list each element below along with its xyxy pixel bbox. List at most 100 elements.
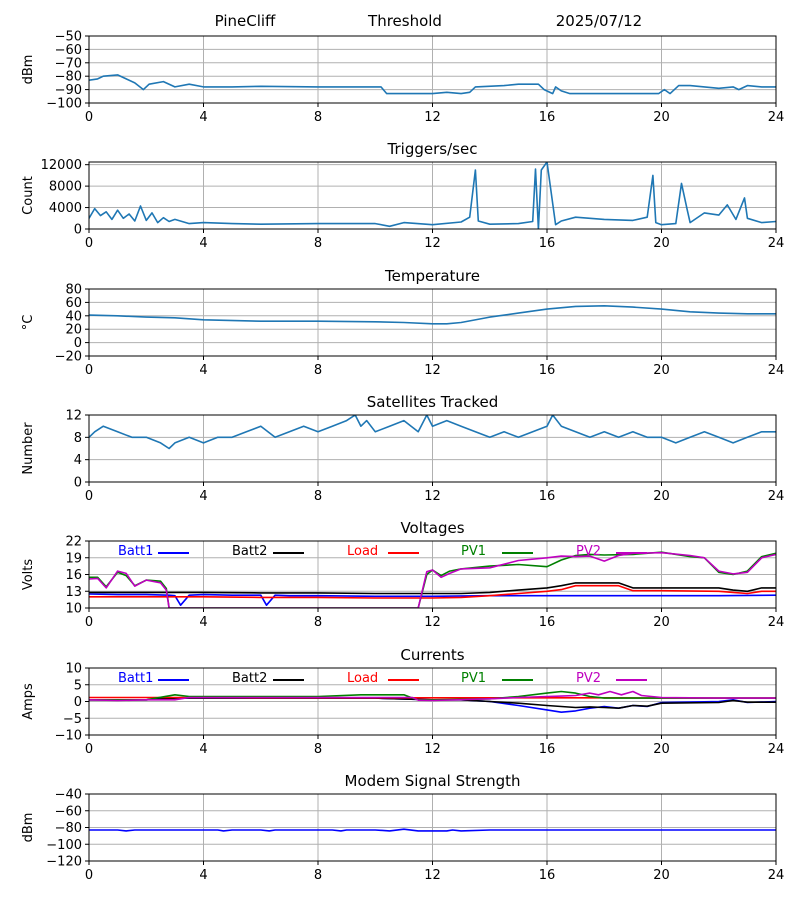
axes-frame bbox=[88, 161, 777, 230]
x-tick-label: 4 bbox=[199, 742, 207, 757]
x-tick-label: 8 bbox=[314, 110, 322, 125]
y-tick-label: 60 bbox=[65, 296, 82, 311]
x-tick-label: 0 bbox=[85, 236, 93, 251]
y-tick-label: −60 bbox=[55, 804, 82, 819]
x-tick-label: 20 bbox=[653, 363, 670, 378]
plot-area bbox=[89, 551, 776, 608]
legend-label-pv2: PV2 bbox=[576, 671, 601, 686]
y-tick-label: 10 bbox=[65, 662, 82, 677]
x-tick-label: 12 bbox=[424, 236, 441, 251]
x-tick-label: 0 bbox=[85, 363, 93, 378]
legend-label-pv1: PV1 bbox=[461, 671, 486, 686]
x-tick-label: 8 bbox=[314, 236, 322, 251]
legend-label-pv2: PV2 bbox=[576, 544, 601, 559]
chart-title: Modem Signal Strength bbox=[345, 772, 521, 790]
y-tick-label: 8 bbox=[74, 431, 82, 446]
y-tick-label: −120 bbox=[46, 855, 82, 870]
y-tick-label: 5 bbox=[74, 678, 82, 693]
x-tick-label: 16 bbox=[539, 742, 556, 757]
y-tick-label: −70 bbox=[55, 56, 82, 71]
y-axis-label: Volts bbox=[21, 559, 36, 591]
y-tick-label: 13 bbox=[65, 585, 82, 600]
x-tick-label: 0 bbox=[85, 868, 93, 883]
y-tick-label: −80 bbox=[55, 821, 82, 836]
plot-area bbox=[89, 74, 776, 95]
y-tick-label: 0 bbox=[74, 695, 82, 710]
y-axis-label: Count bbox=[21, 176, 36, 215]
x-tick-label: 4 bbox=[199, 363, 207, 378]
x-tick-label: 20 bbox=[653, 868, 670, 883]
x-tick-label: 20 bbox=[653, 110, 670, 125]
y-tick-label: 4000 bbox=[49, 201, 82, 216]
series-line bbox=[89, 304, 776, 325]
y-tick-label: 0 bbox=[74, 336, 82, 351]
x-tick-label: 4 bbox=[199, 868, 207, 883]
x-tick-label: 4 bbox=[199, 236, 207, 251]
axes-frame bbox=[88, 288, 777, 357]
legend-label-load: Load bbox=[347, 544, 378, 559]
x-tick-label: 24 bbox=[768, 489, 785, 504]
x-tick-label: 4 bbox=[199, 110, 207, 125]
series-batt1-line bbox=[89, 593, 776, 607]
axes-frame bbox=[88, 414, 777, 483]
panel-1: 0 4 8 12 16 20 24 −50−60−70−80−90−100 dBm bbox=[21, 30, 784, 126]
x-tick-label: 20 bbox=[653, 236, 670, 251]
panel-7: 0 4 8 12 16 20 24 −40−60 −80 −100 −120 Modem Signal… bbox=[21, 772, 784, 883]
panel-4: 0 4 8 12 16 20 24 0 4 8 12 Satellites Tracked Number bbox=[21, 393, 784, 504]
axes-frame bbox=[88, 793, 777, 862]
x-tick-label: 24 bbox=[768, 742, 785, 757]
x-tick-label: 12 bbox=[424, 363, 441, 378]
series-line bbox=[89, 415, 776, 450]
chart-title: Triggers/sec bbox=[387, 140, 478, 158]
y-tick-label: 12000 bbox=[41, 158, 82, 173]
y-axis-label: dBm bbox=[21, 813, 36, 843]
x-tick-label: 24 bbox=[768, 615, 785, 630]
y-tick-label: 8000 bbox=[49, 180, 82, 195]
y-tick-label: 20 bbox=[65, 323, 82, 338]
x-tick-label: 12 bbox=[424, 868, 441, 883]
y-tick-label: −50 bbox=[55, 30, 82, 45]
y-axis-label: Number bbox=[21, 422, 36, 475]
header-site: PineCliff bbox=[215, 12, 276, 30]
x-tick-label: 24 bbox=[768, 236, 785, 251]
x-tick-label: 12 bbox=[424, 742, 441, 757]
y-tick-label: −10 bbox=[55, 729, 82, 744]
legend-label-batt2: Batt2 bbox=[232, 671, 267, 686]
x-tick-label: 24 bbox=[768, 363, 785, 378]
y-axis-label: Amps bbox=[21, 683, 36, 720]
series-batt2-line bbox=[89, 582, 776, 595]
x-tick-label: 8 bbox=[314, 868, 322, 883]
y-tick-label: −5 bbox=[63, 712, 82, 727]
x-tick-label: 12 bbox=[424, 489, 441, 504]
y-tick-label: 10 bbox=[65, 602, 82, 617]
x-tick-label: 24 bbox=[768, 110, 785, 125]
y-tick-label: 0 bbox=[74, 223, 82, 238]
x-tick-label: 8 bbox=[314, 489, 322, 504]
series-pv2-line bbox=[89, 551, 776, 608]
x-tick-label: 16 bbox=[539, 363, 556, 378]
series-pv2-line bbox=[89, 690, 776, 702]
chart-header: PineCliff Threshold 2025/07/12 bbox=[215, 12, 643, 30]
x-tick-label: 12 bbox=[424, 110, 441, 125]
x-tick-label: 12 bbox=[424, 615, 441, 630]
plot-area bbox=[89, 162, 776, 229]
y-tick-label: 16 bbox=[65, 568, 82, 583]
y-tick-label: 19 bbox=[65, 551, 82, 566]
y-axis-label: °C bbox=[21, 315, 36, 331]
chart-title: Currents bbox=[400, 646, 464, 664]
header-date: 2025/07/12 bbox=[556, 12, 642, 30]
y-axis-label: dBm bbox=[21, 55, 36, 85]
y-tick-label: −100 bbox=[46, 838, 82, 853]
chart-title: Satellites Tracked bbox=[367, 393, 498, 411]
y-tick-label: 40 bbox=[65, 309, 82, 324]
x-tick-label: 16 bbox=[539, 489, 556, 504]
x-tick-label: 20 bbox=[653, 742, 670, 757]
plot-area bbox=[89, 304, 776, 325]
x-tick-label: 0 bbox=[85, 742, 93, 757]
x-tick-label: 20 bbox=[653, 489, 670, 504]
x-tick-label: 8 bbox=[314, 742, 322, 757]
